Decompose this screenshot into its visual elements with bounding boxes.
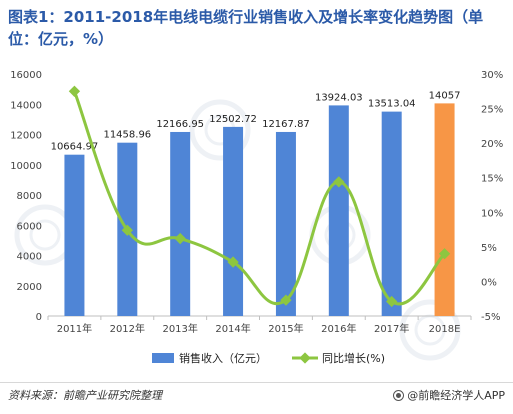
y2-tick-label: 10% bbox=[481, 208, 503, 219]
growth-point-marker bbox=[438, 248, 451, 260]
y-tick-label: 6000 bbox=[17, 221, 42, 232]
x-tick-label: 2011年 bbox=[57, 322, 92, 335]
growth-point-marker bbox=[333, 176, 345, 188]
y-tick-label: 4000 bbox=[17, 252, 42, 263]
brand-text: @前瞻经济学人APP bbox=[407, 389, 505, 402]
x-axis-ticks: 2011年 2012年 2013年 2014年 2015年 2016年 2017年 2018E bbox=[47, 316, 472, 335]
bar-data-label: 12167.87 bbox=[262, 119, 310, 130]
watermark-seal bbox=[189, 99, 251, 161]
brand-credit: @前瞻经济学人APP bbox=[393, 387, 505, 403]
bar bbox=[275, 131, 296, 316]
source-note: 资料来源：前瞻产业研究院整理 bbox=[8, 389, 162, 402]
bar bbox=[328, 105, 349, 316]
y2-tick-label: -5% bbox=[481, 312, 500, 323]
bar-data-labels: 10664.97 11458.96 12166.95 12502.72 12167.87… bbox=[51, 90, 461, 152]
y-tick-label: 16000 bbox=[10, 70, 42, 81]
bar-data-label: 10664.97 bbox=[51, 142, 99, 153]
x-tick-label: 2012年 bbox=[110, 322, 145, 335]
legend-marker-line bbox=[299, 352, 311, 364]
y2-tick-label: 5% bbox=[481, 243, 497, 254]
brand-logo-icon bbox=[393, 389, 405, 401]
bar-series bbox=[64, 103, 455, 317]
chart-title: 图表1：2011-2018年电线电缆行业销售收入及增长率变化趋势图（单位：亿元，… bbox=[8, 8, 484, 48]
bar-data-label: 13924.03 bbox=[315, 92, 363, 103]
y-tick-label: 10000 bbox=[10, 161, 42, 172]
bar-data-label: 11458.96 bbox=[103, 130, 151, 141]
bar bbox=[170, 131, 191, 316]
y-tick-label: 2000 bbox=[17, 282, 42, 293]
growth-point-marker bbox=[68, 85, 81, 97]
x-tick-label: 2016年 bbox=[321, 322, 356, 335]
bar bbox=[381, 111, 402, 317]
x-tick-label: 2014年 bbox=[215, 322, 250, 335]
legend-label-line: 同比增长(%) bbox=[322, 351, 385, 365]
y-axis-ticks: 0 2000 4000 6000 8000 10000 12000 14000 16000 bbox=[10, 70, 42, 323]
y2-tick-label: 30% bbox=[481, 70, 503, 81]
bar-data-label: 12502.72 bbox=[209, 114, 257, 125]
growth-point-marker bbox=[386, 295, 398, 308]
chart-svg: 0 2000 4000 6000 8000 10000 12000 14000 16000 -5… bbox=[10, 70, 503, 365]
bar-data-label: 12166.95 bbox=[156, 119, 204, 130]
y-tick-label: 0 bbox=[36, 312, 42, 323]
x-tick-label: 2015年 bbox=[268, 322, 303, 335]
x-tick-label: 2013年 bbox=[162, 322, 197, 335]
y-tick-label: 12000 bbox=[10, 131, 42, 142]
growth-point-marker bbox=[174, 232, 186, 245]
bar-data-label: 13513.04 bbox=[368, 99, 416, 110]
y2-tick-label: 15% bbox=[481, 174, 503, 185]
bar bbox=[223, 126, 244, 316]
bar-data-label: 14057 bbox=[429, 90, 461, 101]
legend: 销售收入（亿元） 同比增长(%) bbox=[152, 351, 385, 365]
x-tick-label: 2018E bbox=[429, 324, 461, 335]
footer-divider bbox=[0, 382, 513, 383]
bar bbox=[434, 103, 455, 316]
x-tick-label: 2017年 bbox=[374, 322, 409, 335]
y-tick-label: 8000 bbox=[17, 191, 42, 202]
growth-point-marker bbox=[280, 294, 292, 306]
y-tick-label: 14000 bbox=[10, 100, 42, 111]
legend-label-bar: 销售收入（亿元） bbox=[179, 351, 267, 365]
y2-axis-ticks: -5% 0% 5% 10% 15% 20% 25% 30% bbox=[481, 70, 503, 323]
y2-tick-label: 0% bbox=[481, 277, 497, 288]
growth-point-marker bbox=[227, 256, 239, 268]
watermark-seal-inner bbox=[29, 219, 61, 251]
legend-swatch-bar bbox=[152, 353, 174, 363]
y2-tick-label: 25% bbox=[481, 105, 503, 116]
bar bbox=[64, 154, 85, 316]
y2-tick-label: 20% bbox=[481, 139, 503, 150]
watermark-seal bbox=[399, 299, 461, 361]
